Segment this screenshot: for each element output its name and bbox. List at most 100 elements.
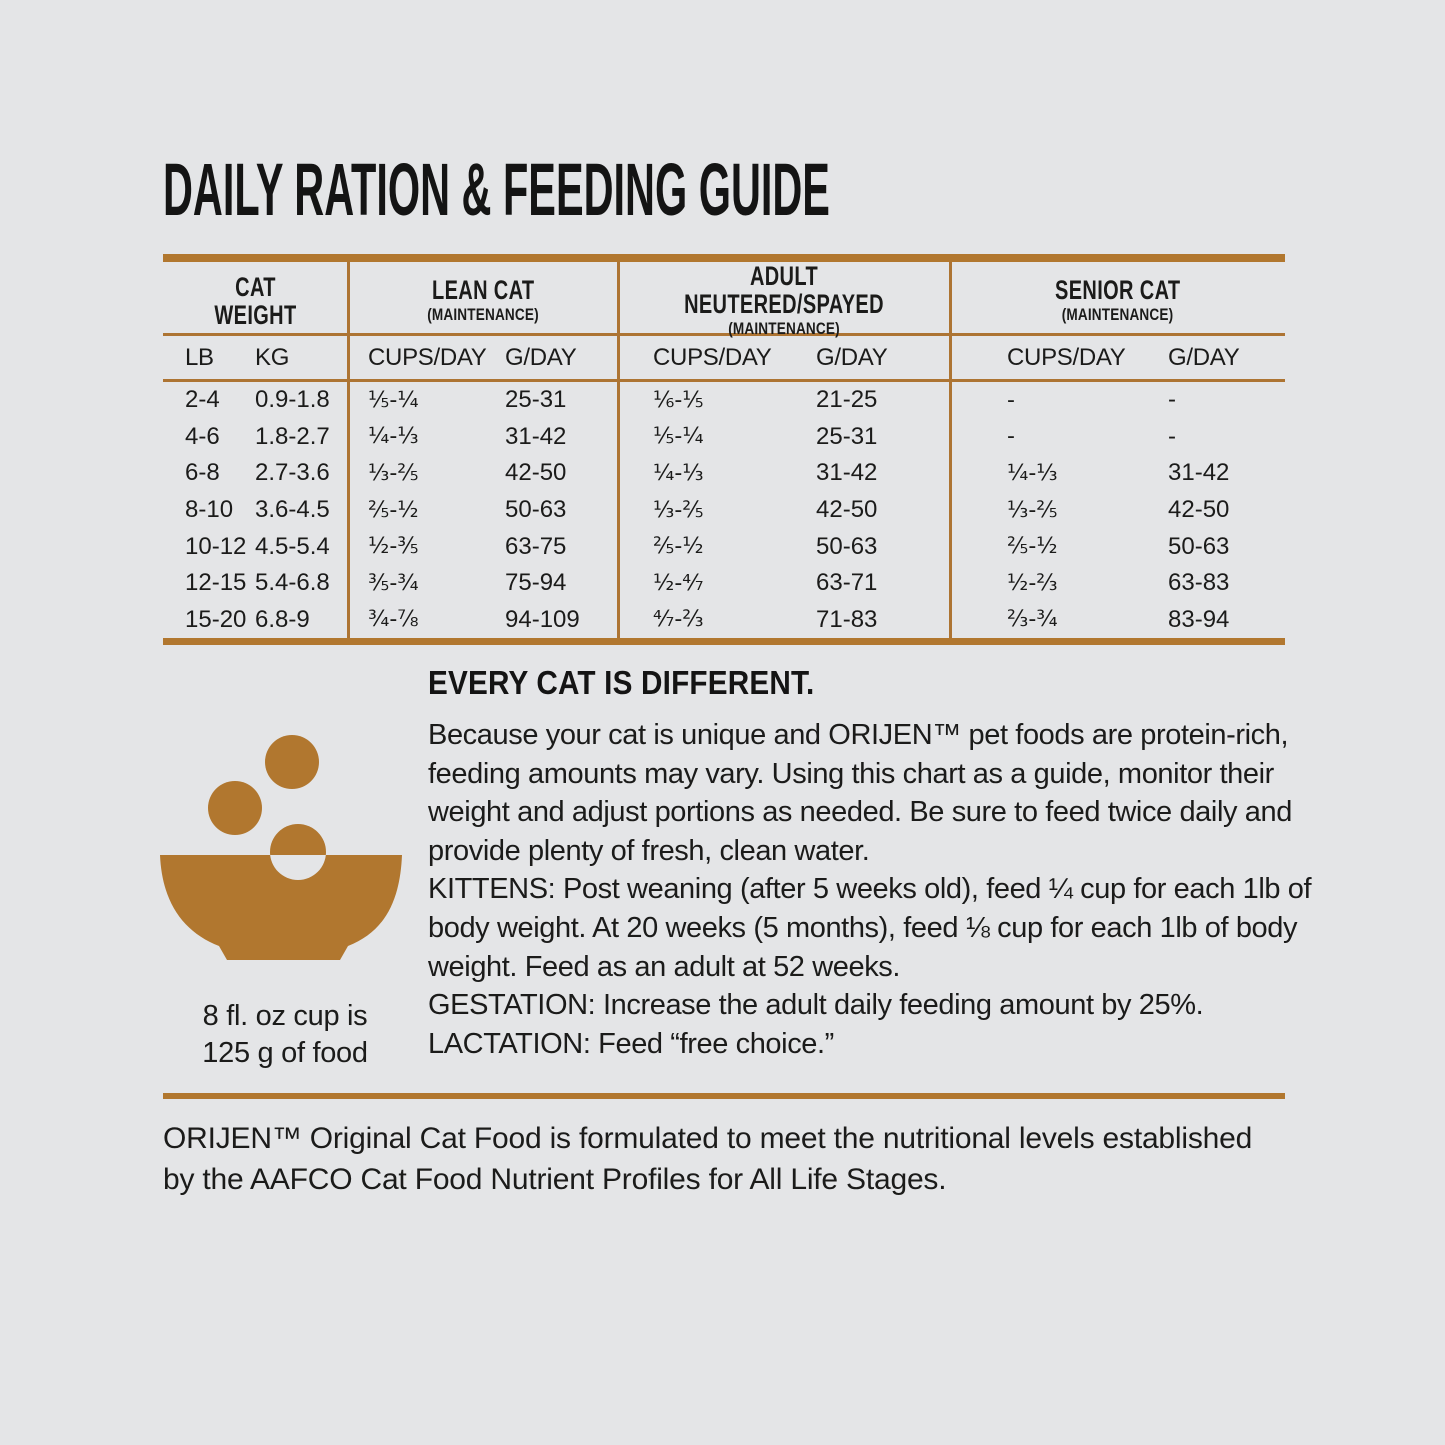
cell: 50-63: [1168, 532, 1230, 560]
col-header-g: G/DAY: [1168, 343, 1240, 371]
cup-measure-note: 8 fl. oz cup is 125 g of food: [140, 998, 430, 1072]
cell: 12-15: [185, 569, 247, 597]
group-header-senior-cat: SENIOR CAT (MAINTENANCE): [950, 276, 1285, 325]
cell: 42-50: [816, 496, 878, 524]
table-row: 10-12 4.5-5.4 ½-⅗ 63-75 ⅖-½ 50-63 ⅖-½ 50…: [163, 528, 1285, 565]
col-header-cups: CUPS/DAY: [1007, 343, 1126, 371]
table-row: 2-4 0.9-1.8 ⅕-¼ 25-31 ⅙-⅕ 21-25 - -: [163, 382, 1285, 419]
group-subtitle: (MAINTENANCE): [728, 319, 840, 338]
group-subtitle: (MAINTENANCE): [427, 305, 539, 324]
cell: 25-31: [505, 386, 567, 414]
cell: ⅓-⅖: [1007, 497, 1058, 523]
cell: -: [1168, 422, 1176, 450]
feeding-table: CAT WEIGHT LEAN CAT (MAINTENANCE) ADULT …: [163, 254, 1285, 646]
cell: 50-63: [816, 532, 878, 560]
aafco-statement: ORIJEN™ Original Cat Food is formulated …: [163, 1122, 1253, 1196]
cell: 4.5-5.4: [255, 532, 330, 560]
cell: ½-⁴⁄₇: [653, 570, 704, 596]
cell: ⅖-½: [1007, 534, 1058, 560]
cell: ¼-⅓: [368, 424, 419, 450]
cell: 3.6-4.5: [255, 496, 330, 524]
cell: ⅔-¾: [1007, 607, 1058, 633]
col-header-cups: CUPS/DAY: [653, 343, 772, 371]
table-row: 6-8 2.7-3.6 ⅓-⅖ 42-50 ¼-⅓ 31-42 ¼-⅓ 31-4…: [163, 455, 1285, 492]
cell: ⅖-½: [368, 497, 419, 523]
cell: 42-50: [505, 459, 567, 487]
cell: -: [1007, 387, 1015, 413]
table-rule: [163, 379, 1285, 382]
cell: 63-75: [505, 532, 567, 560]
table-row: 15-20 6.8-9 ¾-⅞ 94-109 ⁴⁄₇-⅔ 71-83 ⅔-¾ 8…: [163, 602, 1285, 639]
table-divider: [949, 262, 952, 638]
cell: 75-94: [505, 569, 567, 597]
cell: 71-83: [816, 605, 878, 633]
cell: 31-42: [505, 422, 567, 450]
cell: 31-42: [816, 459, 878, 487]
info-paragraph-kittens: KITTENS: Post weaning (after 5 weeks old…: [428, 873, 1312, 983]
col-header-g: G/DAY: [816, 343, 888, 371]
cell: ⅓-⅖: [368, 460, 419, 486]
cell: 83-94: [1168, 605, 1230, 633]
group-header-cat-weight: CAT WEIGHT: [163, 273, 348, 329]
col-header-kg: KG: [255, 343, 290, 371]
group-header-lean-cat: LEAN CAT (MAINTENANCE): [348, 276, 618, 325]
cell: ⅕-¼: [368, 387, 419, 413]
group-title: LEAN CAT: [431, 275, 535, 305]
cell: 42-50: [1168, 496, 1230, 524]
table-bottom-bar: [163, 638, 1285, 646]
cell: 4-6: [185, 422, 220, 450]
table-divider: [347, 262, 350, 638]
table-row: 8-10 3.6-4.5 ⅖-½ 50-63 ⅓-⅖ 42-50 ⅓-⅖ 42-…: [163, 492, 1285, 529]
table-column-header-row: LB KG CUPS/DAY G/DAY CUPS/DAY G/DAY CUPS…: [163, 336, 1285, 379]
cell: ⅙-⅕: [653, 387, 704, 413]
cell: 63-71: [816, 569, 878, 597]
page-title: DAILY RATION & FEEDING GUIDE: [163, 148, 830, 231]
cell: 15-20: [185, 605, 247, 633]
table-group-header-row: CAT WEIGHT LEAN CAT (MAINTENANCE) ADULT …: [163, 262, 1285, 338]
cell: ¼-⅓: [1007, 460, 1058, 486]
cell: ½-⅔: [1007, 570, 1058, 596]
cell: 10-12: [185, 532, 247, 560]
cell: ⁴⁄₇-⅔: [653, 607, 704, 633]
info-paragraph-main: Because your cat is unique and ORIJEN™ p…: [428, 719, 1292, 867]
cell: ¼-⅓: [653, 460, 704, 486]
cell: 0.9-1.8: [255, 386, 330, 414]
cell: 5.4-6.8: [255, 569, 330, 597]
info-text-block: Because your cat is unique and ORIJEN™ p…: [428, 716, 1313, 1063]
group-title: SENIOR CAT: [1054, 275, 1181, 305]
table-divider: [617, 262, 620, 638]
cell: 8-10: [185, 496, 234, 524]
cell: 6-8: [185, 459, 220, 487]
cell: ⅗-¾: [368, 570, 419, 596]
table-rule: [163, 333, 1285, 336]
group-subtitle: (MAINTENANCE): [1061, 305, 1174, 324]
cell: -: [1168, 386, 1176, 414]
cell: 50-63: [505, 496, 567, 524]
group-title: CAT WEIGHT: [214, 271, 297, 330]
cell: 94-109: [505, 605, 580, 633]
cell: -: [1007, 424, 1015, 450]
table-top-bar: [163, 254, 1285, 262]
info-paragraph-lactation: LACTATION: Feed “free choice.”: [428, 1027, 834, 1060]
food-bowl-with-kibble-icon: [152, 692, 408, 992]
group-header-adult-neutered-spayed: ADULT NEUTERED/SPAYED (MAINTENANCE): [618, 262, 950, 339]
cell: 2-4: [185, 386, 220, 414]
cell: ⅖-½: [653, 534, 704, 560]
cell: ⅕-¼: [653, 424, 704, 450]
cell: 6.8-9: [255, 605, 310, 633]
cell: 1.8-2.7: [255, 422, 330, 450]
group-title: ADULT NEUTERED/SPAYED: [684, 261, 884, 319]
col-header-g: G/DAY: [505, 343, 577, 371]
col-header-lb: LB: [185, 343, 214, 371]
table-row: 12-15 5.4-6.8 ⅗-¾ 75-94 ½-⁴⁄₇ 63-71 ½-⅔ …: [163, 565, 1285, 602]
cup-note-line1: 8 fl. oz cup is: [202, 1000, 368, 1032]
cell: 63-83: [1168, 569, 1230, 597]
cell: ½-⅗: [368, 534, 419, 560]
cell: 2.7-3.6: [255, 459, 330, 487]
cell: 21-25: [816, 386, 878, 414]
footer-divider: [163, 1093, 1285, 1099]
cell: ⅓-⅖: [653, 497, 704, 523]
info-heading: EVERY CAT IS DIFFERENT.: [428, 664, 815, 701]
cup-note-line2: 125 g of food: [202, 1037, 368, 1069]
